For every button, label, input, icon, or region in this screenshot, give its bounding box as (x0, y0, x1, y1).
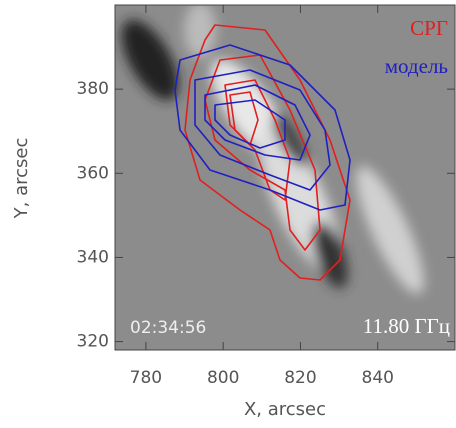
x-tick-label: 780 (130, 368, 162, 388)
x-tick-label: 800 (207, 368, 239, 388)
timestamp: 02:34:56 (130, 318, 206, 338)
legend-entry: СРГ (410, 16, 448, 40)
contour (214, 99, 286, 149)
y-tick-label: 380 (77, 79, 109, 99)
contour (184, 24, 351, 281)
y-tick-label: 340 (77, 247, 109, 267)
solar-image (115, 5, 455, 350)
plot-frame (114, 4, 456, 351)
x-axis-label: X, arcsec (244, 399, 326, 420)
y-tick-label: 360 (77, 163, 109, 183)
legend-entry: модель (385, 54, 448, 78)
contour (229, 91, 259, 146)
contours (174, 24, 351, 281)
x-tick-label: 840 (362, 368, 394, 388)
y-tick-label: 320 (77, 332, 109, 352)
contour (194, 69, 331, 191)
contour (204, 84, 311, 161)
contour (174, 44, 351, 211)
frequency: 11.80 ГГц (363, 314, 450, 338)
x-tick-label: 820 (284, 368, 316, 388)
y-axis-label: Y, arcsec (11, 138, 32, 220)
